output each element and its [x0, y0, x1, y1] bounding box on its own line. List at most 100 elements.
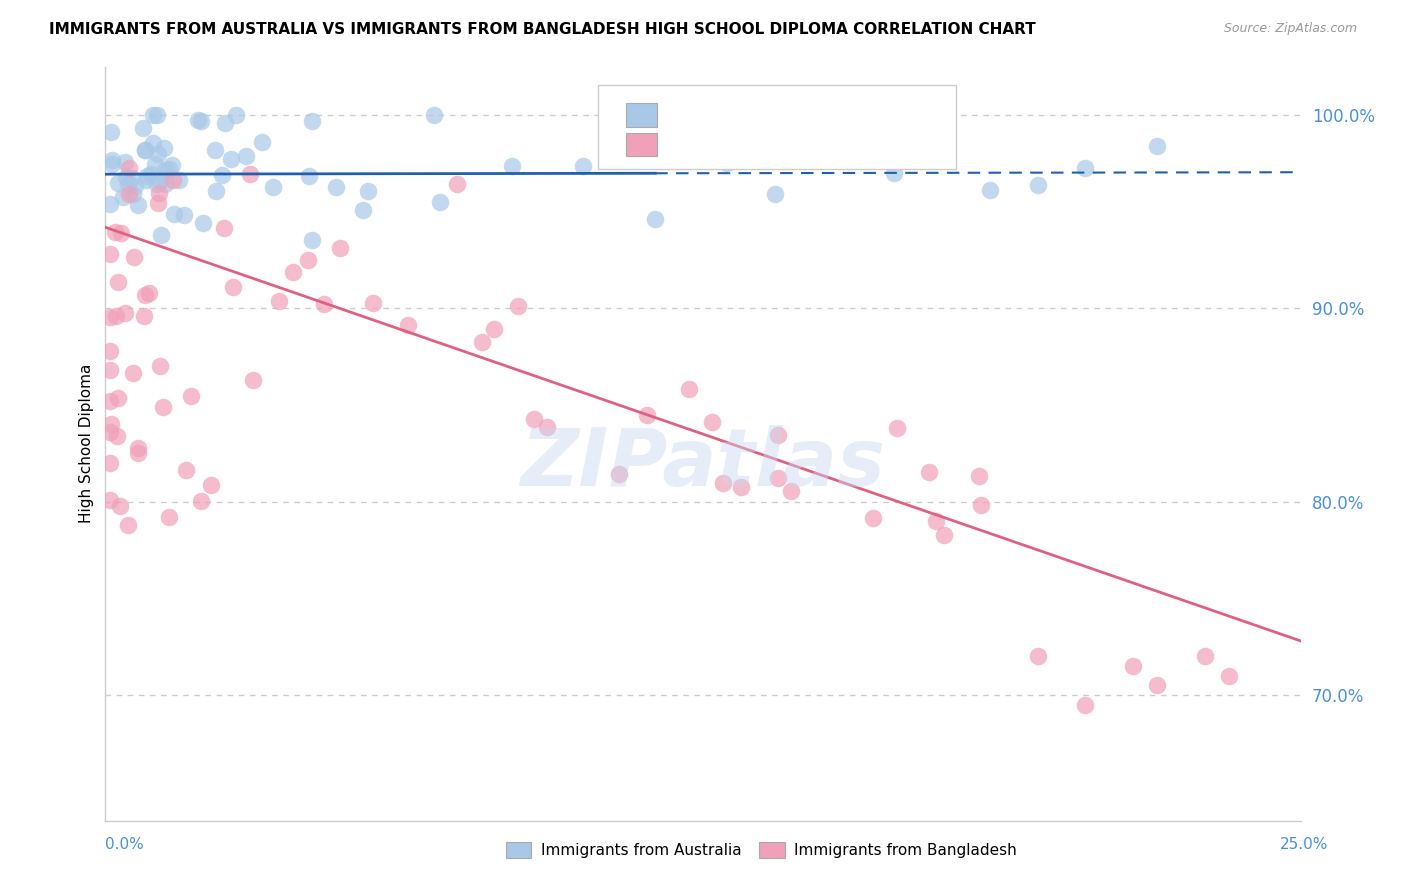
Point: [148, 147, 170, 161]
Point: [607, 467, 630, 481]
Point: [107, 391, 129, 405]
Point: [235, 149, 257, 163]
Point: [100, 417, 122, 432]
Point: [162, 173, 184, 187]
Point: [98, 246, 121, 260]
Point: [98, 363, 121, 377]
Point: [122, 186, 145, 201]
Point: [148, 195, 170, 210]
Text: 25.0%: 25.0%: [1281, 837, 1329, 852]
Point: [132, 121, 155, 136]
Point: [262, 180, 284, 194]
Point: [1146, 139, 1168, 153]
Point: [329, 240, 352, 254]
Point: [766, 428, 789, 442]
Point: [297, 252, 319, 267]
Point: [115, 169, 138, 184]
Point: [204, 143, 226, 157]
Point: [1026, 178, 1049, 193]
Point: [1074, 161, 1097, 176]
Point: [148, 186, 170, 200]
Point: [100, 125, 122, 139]
Point: [153, 177, 176, 191]
Point: [152, 141, 174, 155]
Point: [121, 366, 143, 380]
Point: [780, 483, 803, 498]
Point: [301, 233, 323, 247]
Text: R =  0.004   N = 68: R = 0.004 N = 68: [665, 107, 827, 125]
Point: [121, 170, 143, 185]
Point: [98, 344, 121, 359]
Point: [118, 161, 141, 175]
Point: [124, 250, 146, 264]
Text: IMMIGRANTS FROM AUSTRALIA VS IMMIGRANTS FROM BANGLADESH HIGH SCHOOL DIPLOMA CORR: IMMIGRANTS FROM AUSTRALIA VS IMMIGRANTS …: [49, 22, 1036, 37]
Point: [152, 400, 174, 414]
Point: [1122, 659, 1144, 673]
Point: [763, 186, 786, 201]
Point: [281, 265, 304, 279]
Point: [700, 415, 723, 429]
Point: [214, 116, 236, 130]
Point: [180, 389, 202, 403]
Point: [924, 514, 946, 528]
Point: [352, 202, 374, 217]
Point: [190, 114, 212, 128]
Point: [98, 456, 121, 470]
Point: [211, 168, 233, 182]
Point: [934, 528, 956, 542]
Point: [118, 187, 141, 202]
Point: [159, 510, 181, 524]
Point: [107, 275, 129, 289]
Point: [193, 216, 215, 230]
Point: [636, 409, 658, 423]
Point: [730, 480, 752, 494]
Point: [114, 306, 136, 320]
Point: [967, 468, 990, 483]
Text: Immigrants from Bangladesh: Immigrants from Bangladesh: [794, 843, 1017, 858]
Point: [149, 173, 172, 187]
Point: [325, 179, 347, 194]
Point: [143, 157, 166, 171]
Y-axis label: High School Diploma: High School Diploma: [79, 364, 94, 524]
Point: [134, 309, 156, 323]
Point: [523, 411, 546, 425]
Point: [141, 167, 163, 181]
Point: [1026, 649, 1049, 664]
Point: [174, 462, 197, 476]
Point: [146, 108, 169, 122]
Point: [142, 136, 165, 150]
Point: [138, 285, 160, 300]
Point: [105, 429, 128, 443]
Point: [101, 153, 124, 167]
Point: [150, 228, 173, 243]
Point: [423, 108, 446, 122]
Point: [222, 280, 245, 294]
Point: [471, 334, 494, 349]
Text: 0.0%: 0.0%: [105, 837, 145, 852]
Point: [1218, 669, 1240, 683]
Point: [104, 225, 127, 239]
Point: [429, 195, 451, 210]
Point: [134, 144, 156, 158]
Point: [835, 128, 858, 143]
Point: [155, 162, 177, 177]
Point: [108, 499, 131, 513]
Point: [970, 498, 993, 512]
Point: [149, 359, 172, 374]
Point: [678, 382, 700, 396]
Point: [134, 143, 156, 157]
Point: [135, 169, 157, 184]
Point: [160, 158, 183, 172]
Point: [862, 510, 884, 524]
Point: [506, 299, 529, 313]
Point: [711, 475, 734, 490]
Text: Immigrants from Australia: Immigrants from Australia: [541, 843, 742, 858]
Point: [111, 189, 134, 203]
Point: [205, 185, 228, 199]
Point: [766, 471, 789, 485]
Point: [117, 177, 139, 191]
Point: [127, 441, 149, 455]
Point: [501, 159, 523, 173]
Point: [1146, 678, 1168, 692]
Point: [200, 478, 222, 492]
